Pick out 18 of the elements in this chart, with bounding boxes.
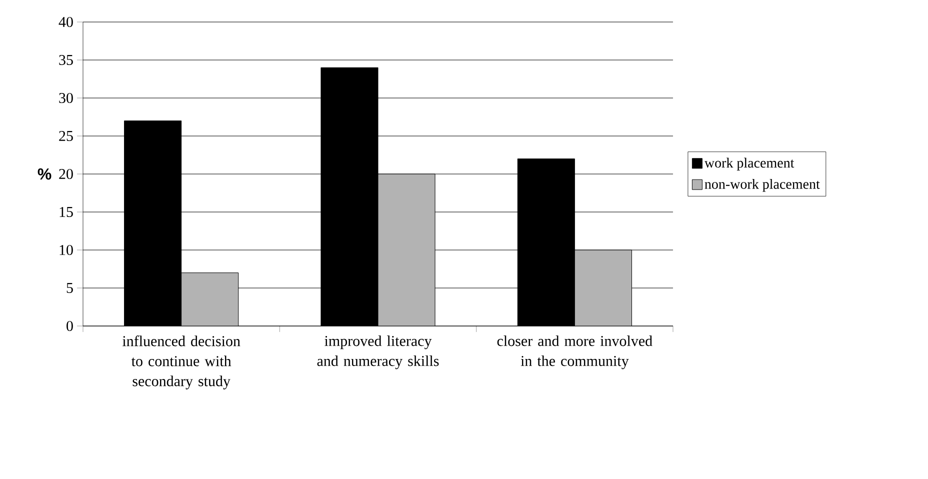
x-tick-label: closer and more involved in the community [497, 336, 652, 370]
y-tick-label: 25 [59, 130, 73, 142]
legend-label: non-work placement [704, 178, 820, 192]
bar [574, 250, 632, 326]
y-tick-label: 40 [58, 16, 73, 28]
x-tick-label: influenced decision to continue with secondary study [122, 336, 240, 390]
y-tick-label: 35 [59, 54, 73, 66]
y-tick-label: 30 [59, 92, 73, 104]
y-axis-title: % [38, 168, 52, 180]
bar [181, 272, 239, 326]
y-tick-label: 0 [66, 320, 73, 332]
y-tick-label: 15 [60, 206, 73, 218]
legend-label: work placement [704, 158, 794, 170]
bar [378, 174, 436, 326]
y-tick-label: 10 [60, 244, 73, 256]
y-tick-label: 20 [59, 168, 73, 180]
x-tick-label: improved literacy and numeracy skills [317, 336, 439, 370]
y-tick-label: 5 [66, 283, 73, 293]
